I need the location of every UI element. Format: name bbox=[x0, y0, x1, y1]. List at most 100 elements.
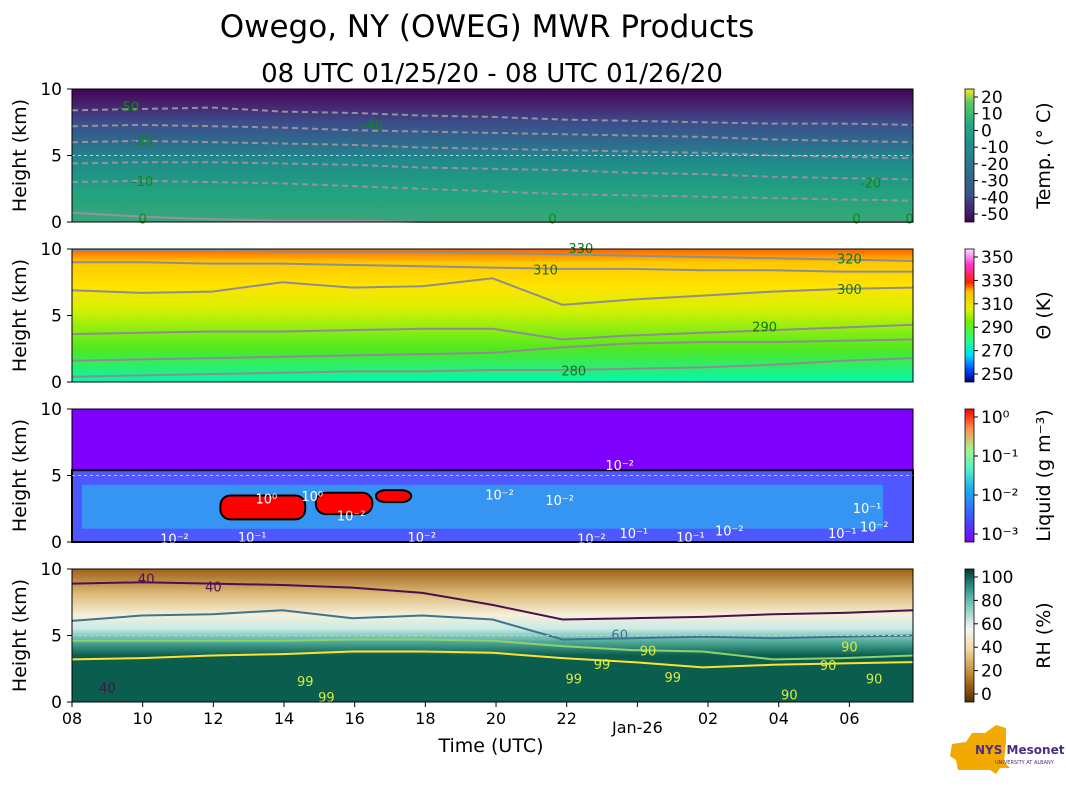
contour-label: 10⁰ bbox=[301, 490, 323, 505]
colorbar-tick-label: -20 bbox=[981, 155, 1009, 175]
y-tick-label: 0 bbox=[51, 693, 62, 713]
contour-label: 0 bbox=[548, 212, 556, 227]
colorbar-tick-label: 290 bbox=[981, 318, 1013, 338]
colorbar-label: Θ (K) bbox=[1033, 291, 1055, 339]
colorbar-tick-label: 10⁻¹ bbox=[981, 447, 1018, 467]
colorbar-tick-label: -50 bbox=[981, 205, 1009, 225]
potential_temperature-contour-275 bbox=[71, 357, 914, 378]
contour-label: 10⁻¹ bbox=[676, 531, 705, 546]
contour-label: 10⁻² bbox=[605, 459, 634, 474]
colorbar-tick-label: 20 bbox=[981, 88, 1003, 108]
contour-label: 90 bbox=[820, 659, 837, 674]
ny-state-shape bbox=[950, 725, 1010, 774]
y-tick-label: 0 bbox=[51, 373, 62, 393]
contour-label: 10⁻² bbox=[408, 531, 437, 546]
x-tick-label: 06 bbox=[839, 709, 859, 728]
contour-label: 90 bbox=[640, 644, 657, 659]
contour-label: 0 bbox=[139, 212, 147, 227]
contour-label: 10⁻¹ bbox=[828, 527, 857, 542]
colorbar bbox=[964, 248, 975, 383]
y-tick-label: 10 bbox=[40, 400, 62, 420]
x-tick-label: 18 bbox=[415, 709, 435, 728]
relative_humidity-contour-90 bbox=[72, 638, 914, 661]
colorbar bbox=[964, 568, 975, 703]
temperature-contour--40 bbox=[71, 123, 914, 144]
colorbar-tick-label: 40 bbox=[981, 638, 1003, 658]
colorbar-tick-label: 60 bbox=[981, 615, 1003, 635]
x-tick-label: 04 bbox=[769, 709, 789, 728]
x-tick-label: 16 bbox=[345, 709, 365, 728]
colorbar-label: Liquid (g m⁻³) bbox=[1033, 409, 1055, 541]
y-tick-label: 0 bbox=[51, 533, 62, 553]
contour-label: -30 bbox=[132, 134, 153, 149]
x-tick-label: 12 bbox=[203, 709, 223, 728]
contour-label: 10⁻² bbox=[160, 532, 189, 547]
colorbar-tick-label: 330 bbox=[981, 271, 1013, 291]
relative_humidity-contour-60 bbox=[71, 609, 914, 641]
contour-label: 0 bbox=[905, 212, 913, 227]
contour-label: 10⁻² bbox=[715, 524, 744, 539]
x-tick-label: 08 bbox=[62, 709, 82, 728]
contour-label: -10 bbox=[132, 175, 153, 190]
y-axis-label: Height (km) bbox=[9, 419, 31, 532]
colorbar bbox=[964, 408, 975, 543]
contour-label: 300 bbox=[837, 283, 862, 298]
y-tick-label: 5 bbox=[51, 307, 62, 327]
contour-label: 10⁻² bbox=[545, 494, 574, 509]
temperature-contour--30 bbox=[71, 139, 914, 160]
contour-label: 10⁻² bbox=[577, 532, 606, 547]
y-axis-label: Height (km) bbox=[9, 579, 31, 692]
contour-label: 310 bbox=[533, 263, 558, 278]
colorbar-tick-label: -10 bbox=[981, 138, 1009, 158]
logo-text: NYS Mesonet bbox=[975, 743, 1065, 757]
high-liquid-cell bbox=[314, 491, 374, 516]
contour-label: 99 bbox=[565, 672, 582, 687]
contour-label: 40 bbox=[205, 581, 222, 596]
contour-label: 99 bbox=[318, 691, 335, 706]
colorbar-label: Temp. (° C) bbox=[1033, 102, 1055, 209]
y-tick-label: 10 bbox=[40, 80, 62, 100]
potential_temperature-contour-280 bbox=[71, 338, 914, 362]
colorbar-tick-label: 310 bbox=[981, 295, 1013, 315]
contour-label: 90 bbox=[866, 672, 883, 687]
colorbar-tick-label: 350 bbox=[981, 248, 1013, 268]
colorbar-tick-label: 250 bbox=[981, 365, 1013, 385]
contour-label: 99 bbox=[594, 658, 611, 673]
x-tick-label: 20 bbox=[486, 709, 506, 728]
x-tick-label: 22 bbox=[557, 709, 577, 728]
contour-label: 290 bbox=[752, 320, 777, 335]
y-axis-label: Height (km) bbox=[9, 99, 31, 212]
contour-label: 10⁻¹ bbox=[853, 502, 882, 517]
temperature-contour--50 bbox=[71, 106, 914, 126]
contour-label: 10⁻¹ bbox=[620, 527, 649, 542]
temperature-contour--10 bbox=[71, 179, 914, 202]
relative_humidity-contour-99 bbox=[71, 650, 914, 669]
contour-label: 40 bbox=[138, 573, 155, 588]
figure-title: Owego, NY (OWEG) MWR Products bbox=[220, 9, 755, 45]
contour-label: 0 bbox=[852, 212, 860, 227]
potential_temperature-contour-310 bbox=[72, 261, 913, 273]
contour-label: 10⁻² bbox=[485, 488, 514, 503]
colorbar-tick-label: -30 bbox=[981, 172, 1009, 192]
y-axis-label: Height (km) bbox=[9, 259, 31, 372]
panel-relative_humidity: 40 40 60 90 90 90 99 99 99 99 99 90 90 40 0 5 10 Height (… bbox=[9, 560, 1055, 713]
potential_temperature-contour-300 bbox=[71, 277, 914, 306]
x-tick-label: 10 bbox=[132, 709, 152, 728]
x-tick-label: 14 bbox=[274, 709, 294, 728]
contour-label: 10⁰ bbox=[255, 492, 277, 507]
colorbar-tick-label: 10⁻³ bbox=[981, 525, 1018, 545]
colorbar-tick-label: 100 bbox=[981, 568, 1013, 588]
contour-label: 320 bbox=[837, 253, 862, 268]
colorbar-tick-label: 0 bbox=[981, 685, 992, 705]
nys-mesonet-logo: NYS Mesonet UNIVERSITY AT ALBANY bbox=[950, 725, 1065, 774]
contour-label: -40 bbox=[362, 119, 383, 134]
liquid-band bbox=[82, 484, 883, 529]
colorbar-tick-label: 10⁻² bbox=[981, 486, 1018, 506]
potential_temperature-contour-320 bbox=[72, 249, 914, 262]
colorbar-tick-label: 20 bbox=[981, 662, 1003, 682]
contour-label: 10⁻² bbox=[337, 510, 366, 525]
colorbar-tick-label: -40 bbox=[981, 188, 1009, 208]
